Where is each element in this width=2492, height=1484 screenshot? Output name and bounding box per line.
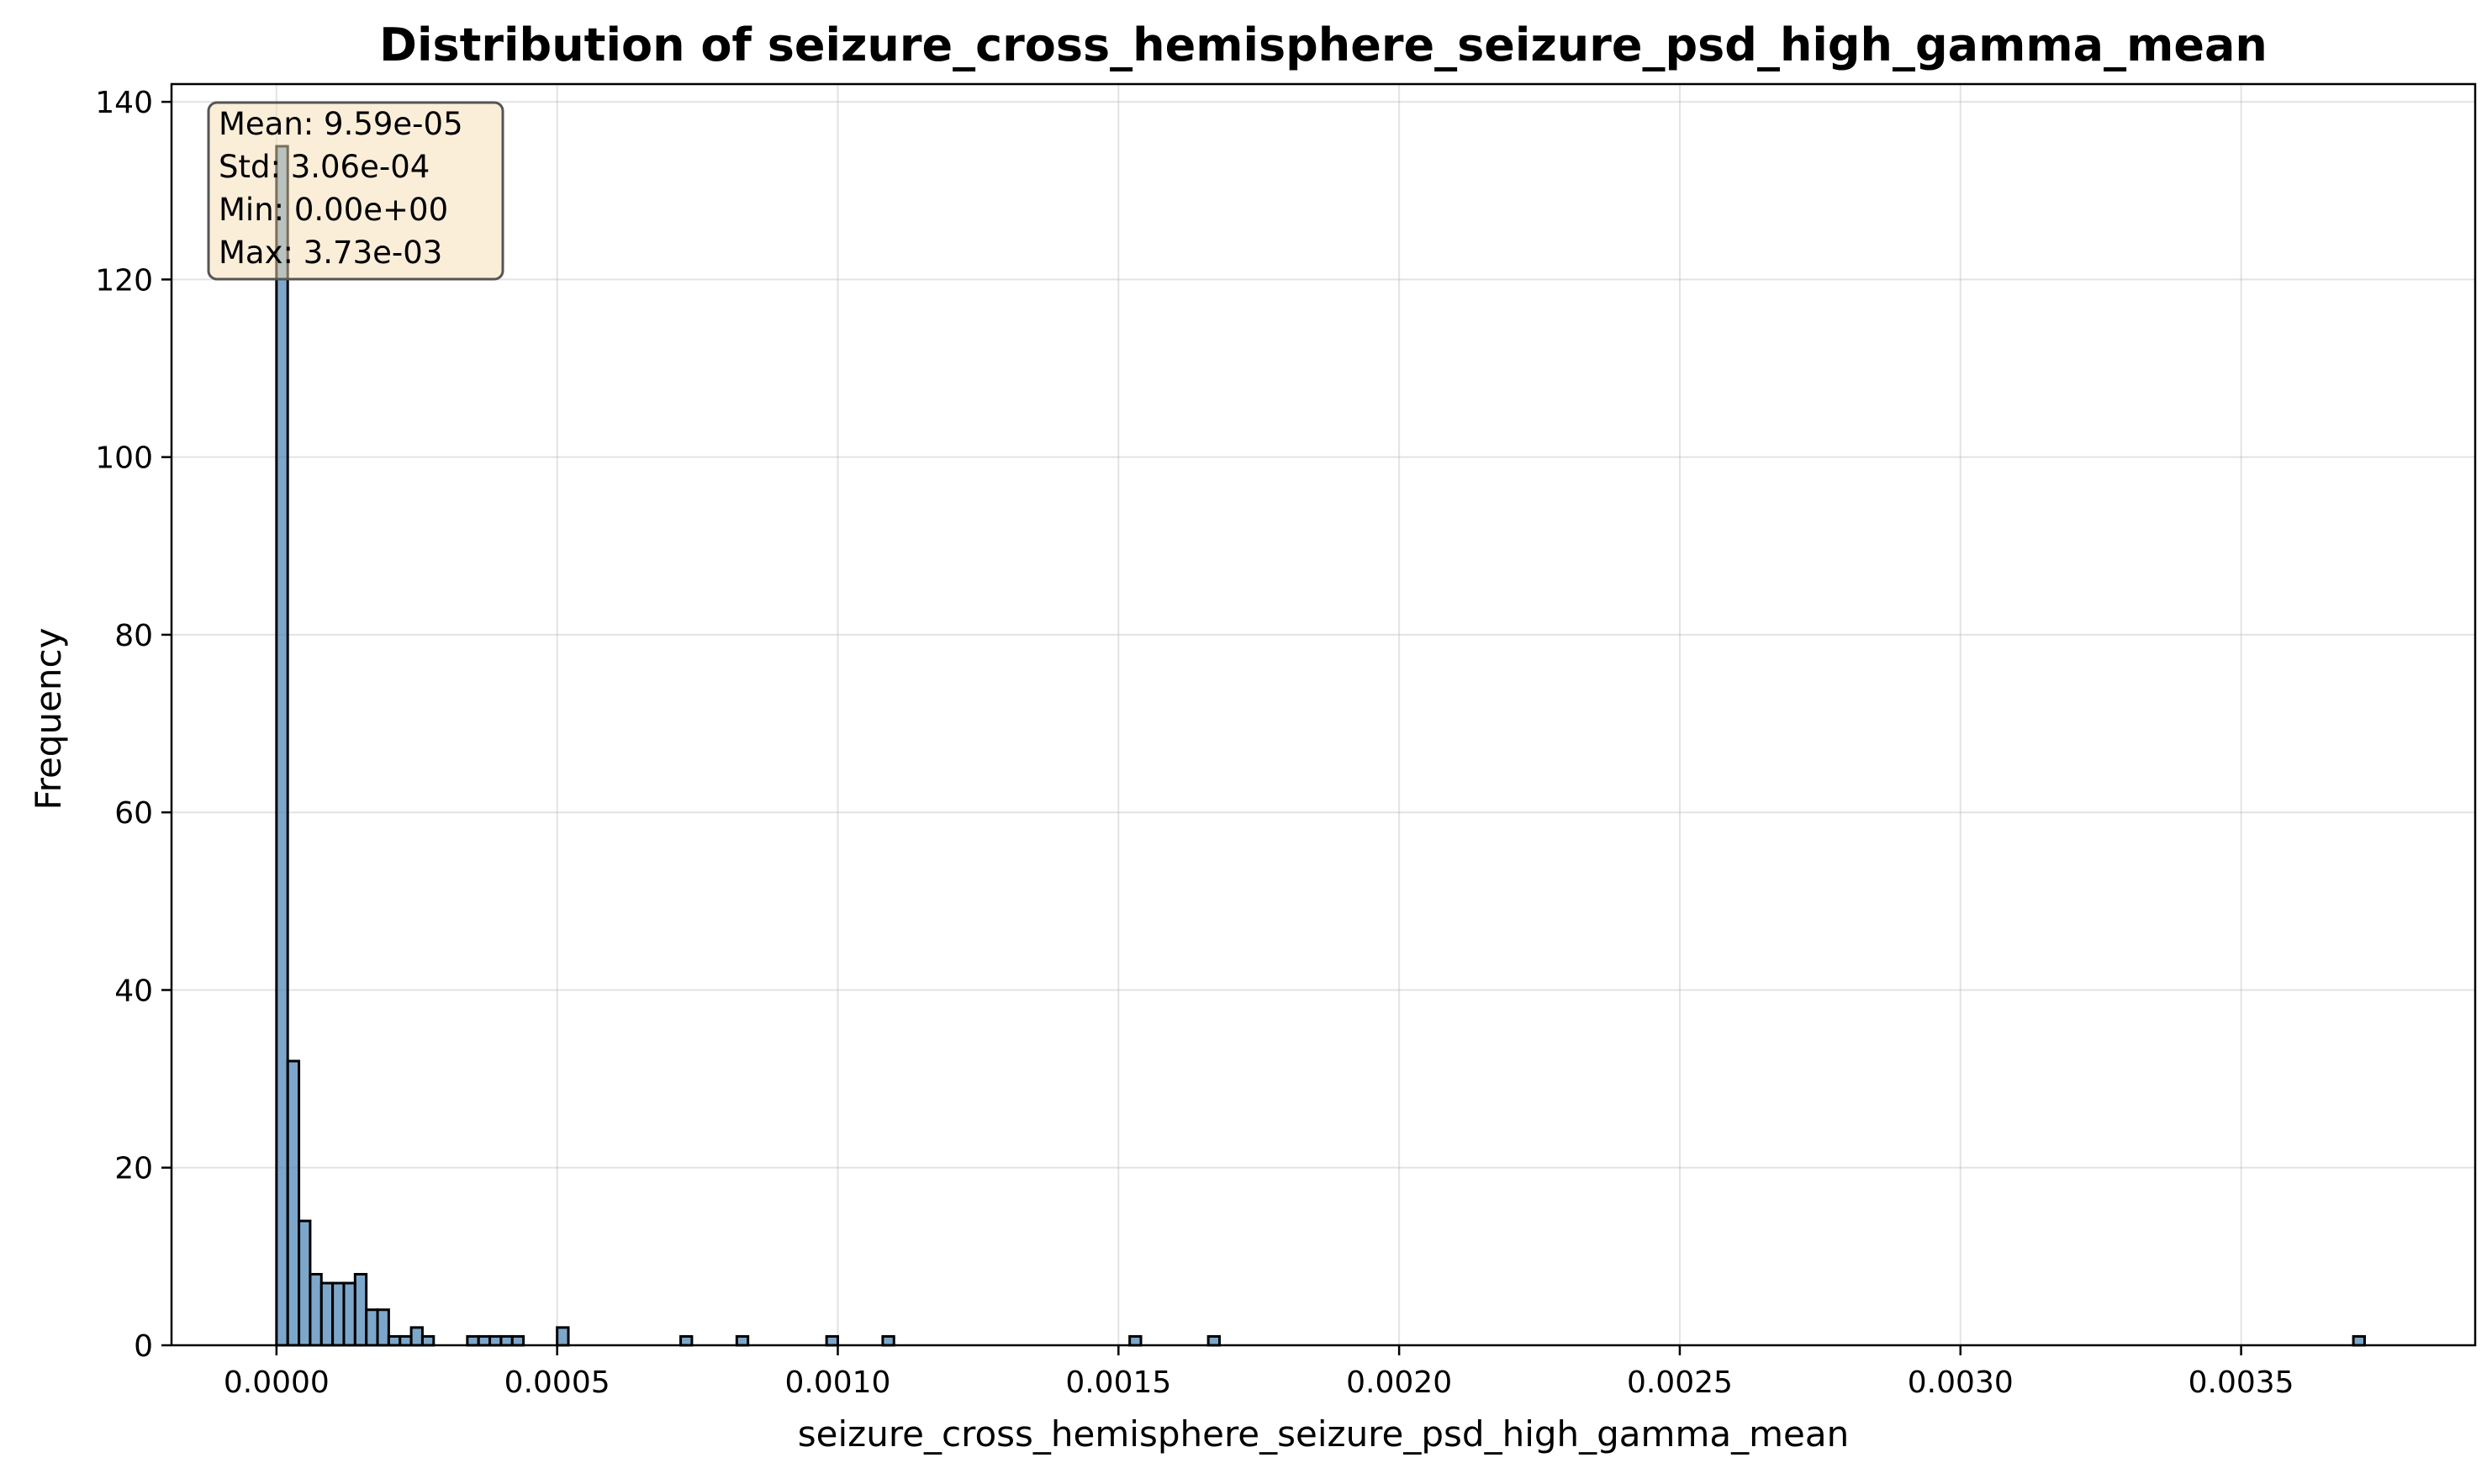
histogram-bar (376, 1308, 390, 1347)
histogram-bar (679, 1334, 694, 1347)
x-tick-label: 0.0035 (2188, 1365, 2294, 1400)
stats-box-background (207, 101, 504, 281)
y-tick-label: 100 (95, 441, 153, 476)
x-tick-label: 0.0020 (1346, 1365, 1452, 1400)
x-axis-label: seizure_cross_hemisphere_seizure_psd_hig… (798, 1413, 1849, 1455)
histogram-bar (466, 1334, 480, 1347)
histogram-bar (1206, 1334, 1221, 1347)
histogram-bar (309, 1272, 323, 1347)
x-tick-label: 0.0015 (1065, 1365, 1171, 1400)
y-tick-label: 0 (134, 1329, 153, 1364)
plot-frame (170, 82, 2477, 1347)
y-tick-label: 80 (114, 619, 153, 653)
x-tick-label: 0.0030 (1908, 1365, 2014, 1400)
histogram-bar (1128, 1334, 1143, 1347)
histogram-bar (353, 1272, 368, 1347)
histogram-bar (365, 1308, 379, 1347)
histogram-bar (556, 1326, 570, 1347)
y-tick-label: 40 (114, 974, 153, 1008)
histogram-bar (409, 1326, 424, 1347)
y-tick-label: 140 (95, 86, 153, 120)
stats-box: Mean: 9.59e-05 Std: 3.06e-04 Min: 0.00e+… (207, 101, 504, 281)
histogram-bar (488, 1334, 503, 1347)
histogram-bar (420, 1334, 436, 1347)
histogram-bar (499, 1334, 514, 1347)
histogram-bar (342, 1281, 356, 1347)
histogram-bar (2352, 1334, 2366, 1347)
stats-max: Max: 3.73e-03 (219, 235, 442, 271)
histogram-bar (319, 1281, 335, 1347)
stats-min: Min: 0.00e+00 (219, 192, 448, 228)
y-tick-label: 60 (114, 796, 153, 831)
histogram-bar (275, 145, 289, 1347)
histogram-bar (881, 1334, 895, 1347)
histogram-bar (825, 1334, 839, 1347)
histogram-bar (286, 1059, 301, 1347)
x-tick-label: 0.0025 (1627, 1365, 1733, 1400)
y-tick-label: 20 (114, 1152, 153, 1186)
histogram-bar (510, 1334, 525, 1347)
x-tick-label: 0.0005 (504, 1365, 610, 1400)
histogram-bar (399, 1334, 413, 1347)
histogram-bar (331, 1281, 346, 1347)
y-tick-label: 120 (95, 263, 153, 298)
stats-std: Std: 3.06e-04 (219, 149, 430, 185)
histogram-bar (735, 1334, 750, 1347)
chart-title: Distribution of seizure_cross_hemisphere… (379, 18, 2268, 71)
x-tick-label: 0.0000 (224, 1365, 330, 1400)
x-tick-label: 0.0010 (785, 1365, 891, 1400)
histogram-bar (298, 1219, 312, 1347)
histogram-bar (387, 1334, 402, 1347)
x-axis-ticks: 0.0000 0.0005 0.0010 0.0015 0.0020 0.0025 0.00… (224, 1345, 2294, 1400)
stats-mean: Mean: 9.59e-05 (219, 106, 463, 142)
histogram-bar (477, 1334, 492, 1347)
y-axis-label: Frequency (28, 628, 69, 811)
y-axis-ticks: 0 20 40 60 80 100 120 140 (95, 86, 172, 1364)
